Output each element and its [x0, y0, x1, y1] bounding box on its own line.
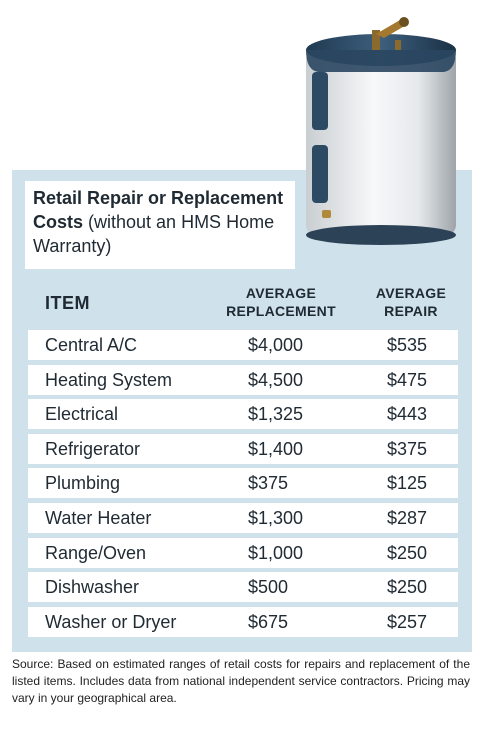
cell-repair: $257 [387, 611, 428, 632]
title-bold: Retail Repair or Replacement Costs [33, 188, 284, 232]
cell-item: Central A/C [45, 335, 138, 355]
cell-item: Dishwasher [45, 577, 140, 598]
cell-replacement: $1,325 [248, 404, 304, 425]
header-repair-line1: AVERAGE [375, 285, 447, 301]
cell-repair: $287 [387, 507, 428, 528]
cell-item: Plumbing [45, 473, 121, 494]
header-repair-line2: REPAIR [384, 303, 438, 319]
cell-item: Heating System [45, 369, 173, 390]
table-row: Electrical $1,325 $443 [28, 399, 458, 430]
cell-item: Refrigerator [45, 438, 141, 459]
title-normal: (without an HMS Home Warranty) [33, 212, 275, 256]
header-repair: AVERAGE REPAIR [371, 284, 451, 320]
header-replacement-line1: AVERAGE [245, 285, 317, 301]
cell-replacement: $1,300 [248, 507, 304, 528]
header-replacement: AVERAGE REPLACEMENT [226, 284, 336, 320]
table-row: Range/Oven $1,000 $250 [28, 537, 458, 568]
cell-replacement: $375 [248, 473, 289, 494]
cell-item: Electrical [45, 404, 119, 425]
cell-repair: $443 [387, 404, 428, 425]
cell-repair: $250 [387, 577, 428, 598]
table-header: ITEM AVERAGE REPLACEMENT AVERAGE REPAIR [28, 280, 458, 328]
table-row: Water Heater $1,300 $287 [28, 502, 458, 533]
page-title: Retail Repair or Replacement Costs (with… [33, 186, 293, 258]
cell-item: Washer or Dryer [45, 611, 177, 632]
table-row: Heating System $4,500 $475 [28, 364, 458, 395]
table-body: Central A/C $4,000 $535 Heating System $… [28, 330, 458, 641]
cell-repair: $535 [387, 335, 428, 355]
water-heater-image [306, 17, 456, 245]
cell-item: Water Heater [45, 507, 152, 528]
source-note: Source: Based on estimated ranges of ret… [12, 657, 470, 705]
cell-replacement: $1,000 [248, 542, 304, 563]
cell-repair: $250 [387, 542, 428, 563]
title-box [25, 181, 295, 269]
table-row: Central A/C $4,000 $535 [28, 330, 458, 360]
cell-replacement: $500 [248, 577, 289, 598]
table-row: Dishwasher $500 $250 [28, 572, 458, 603]
header-replacement-line2: REPLACEMENT [226, 303, 336, 319]
cell-repair: $475 [387, 369, 428, 390]
table-row: Plumbing $375 $125 [28, 468, 458, 499]
table-row: Refrigerator $1,400 $375 [28, 433, 458, 464]
table-row: Washer or Dryer $675 $257 [28, 606, 458, 637]
cell-replacement: $4,000 [248, 335, 304, 355]
header-item: ITEM [45, 293, 90, 313]
cell-replacement: $675 [248, 611, 289, 632]
cell-item: Range/Oven [45, 542, 147, 563]
cell-replacement: $1,400 [248, 438, 304, 459]
cell-repair: $125 [387, 473, 428, 494]
cell-repair: $375 [387, 438, 428, 459]
cell-replacement: $4,500 [248, 369, 304, 390]
